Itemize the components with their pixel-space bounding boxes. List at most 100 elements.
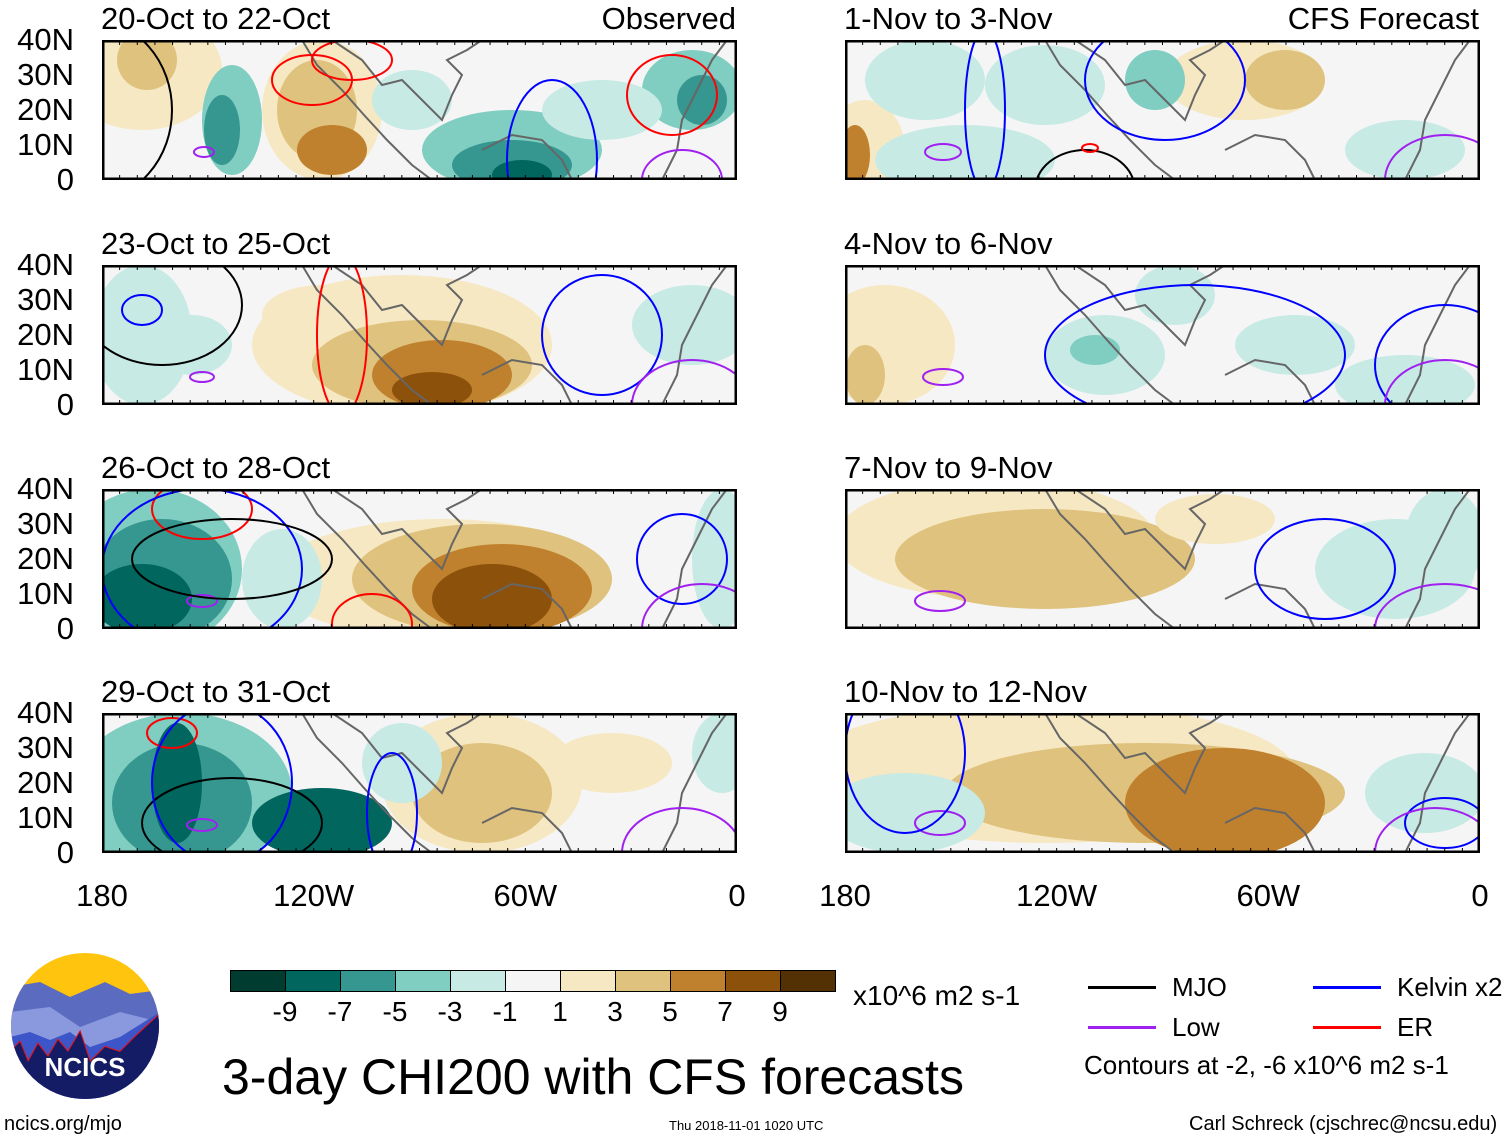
kelvin-contour <box>506 79 598 180</box>
legend-swatch <box>1088 986 1156 989</box>
mjo-contour <box>140 40 173 180</box>
low-contour <box>914 590 966 612</box>
lat-tick-label: 30N <box>17 57 74 92</box>
coastline <box>301 40 728 180</box>
colorbar-swatch <box>395 970 451 992</box>
anomaly-region <box>865 40 985 120</box>
map-panel <box>102 40 737 180</box>
lon-tick-label: 180 <box>76 878 128 913</box>
map-panel <box>845 713 1480 853</box>
map-panel <box>845 489 1480 629</box>
colorbar-tick-label: -1 <box>492 996 518 1027</box>
coastline <box>1044 265 1471 405</box>
anomaly-region <box>204 95 240 165</box>
lat-tick-label: 10N <box>17 800 74 835</box>
er-contour <box>626 54 718 136</box>
er-contour <box>146 717 198 749</box>
figure-title: 3-day CHI200 with CFS forecasts <box>222 1049 964 1105</box>
colorbar-tick-label: 3 <box>607 996 623 1027</box>
colorbar-tick-label: -3 <box>437 996 463 1027</box>
kelvin-contour <box>366 752 418 853</box>
anomaly-region <box>1345 120 1465 180</box>
lat-tick-label: 10N <box>17 352 74 387</box>
ncics-logo: NCICS <box>11 953 159 1099</box>
anomaly-region <box>372 70 452 130</box>
lat-tick-label: 40N <box>17 471 74 506</box>
lat-tick-label: 10N <box>17 576 74 611</box>
legend-label: Kelvin x2 <box>1397 972 1503 1002</box>
lon-tick-label: 0 <box>728 878 746 913</box>
legend-label: ER <box>1397 1012 1434 1042</box>
lon-tick-label: 60W <box>493 878 558 913</box>
colorbar-tick-label: 9 <box>772 996 788 1027</box>
lat-tick-label: 40N <box>17 695 74 730</box>
er-contour <box>151 489 253 540</box>
colorbar-tick-label: 7 <box>717 996 733 1027</box>
coastline <box>301 265 728 405</box>
mjo-contour <box>131 518 333 600</box>
kelvin-contour <box>845 713 966 834</box>
er-contour <box>316 265 368 405</box>
lat-tick-label: 40N <box>17 22 74 57</box>
lat-tick-label: 10N <box>17 127 74 162</box>
panel-title: 29-Oct to 31-Oct <box>101 674 331 709</box>
kelvin-contour <box>636 513 728 605</box>
kelvin-contour <box>1084 40 1246 141</box>
colorbar-swatch <box>285 970 341 992</box>
timestamp: Thu 2018-11-01 1020 UTC <box>669 1118 824 1133</box>
lat-tick-label: 30N <box>17 730 74 765</box>
low-contour <box>641 583 737 629</box>
kelvin-contour <box>964 40 1006 180</box>
coastline <box>301 489 728 629</box>
colorbar-swatch <box>505 970 561 992</box>
legend-swatch <box>1313 1026 1381 1029</box>
lat-tick-label: 20N <box>17 541 74 576</box>
anomaly-region <box>1135 265 1215 325</box>
anomaly-region <box>895 509 1195 609</box>
colorbar-tick-label: -5 <box>382 996 408 1027</box>
anomaly-region <box>392 372 472 405</box>
lat-tick-label: 0 <box>56 387 74 422</box>
colorbar-swatch <box>725 970 781 992</box>
logo-text: NCICS <box>45 1052 126 1082</box>
kelvin-contour <box>121 294 163 326</box>
anomaly-region <box>985 45 1105 125</box>
anomaly-region <box>845 345 885 405</box>
colorbar-tick-label: 1 <box>552 996 568 1027</box>
anomaly-region <box>152 723 202 843</box>
anomaly-region <box>1070 335 1120 365</box>
colorbar-tick-label: 5 <box>662 996 678 1027</box>
anomaly-region <box>242 529 322 629</box>
colorbar-swatch <box>450 970 506 992</box>
units-label: x10^6 m2 s-1 <box>853 980 1021 1011</box>
map-panel <box>845 265 1480 405</box>
anomaly-region <box>297 125 367 175</box>
kelvin-contour <box>541 274 663 396</box>
map-panel <box>845 40 1480 180</box>
mjo-contour <box>102 265 243 366</box>
lon-tick-label: 60W <box>1236 878 1301 913</box>
lat-tick-label: 0 <box>56 611 74 646</box>
coastline <box>1044 489 1471 629</box>
anomaly-region <box>632 285 737 365</box>
lon-tick-label: 120W <box>1016 878 1098 913</box>
legend-label: MJO <box>1172 972 1227 1002</box>
kelvin-contour <box>1254 518 1396 620</box>
low-contour <box>1374 583 1480 629</box>
anomaly-region <box>362 723 442 803</box>
lat-tick-label: 20N <box>17 765 74 800</box>
lat-tick-label: 0 <box>56 835 74 870</box>
source-url[interactable]: ncics.org/mjo <box>4 1113 122 1135</box>
lat-tick-label: 40N <box>17 247 74 282</box>
lon-tick-label: 180 <box>819 878 871 913</box>
anomaly-region <box>117 40 177 90</box>
map-panel <box>102 713 737 853</box>
coastline <box>1044 40 1471 180</box>
low-contour <box>914 810 966 836</box>
panel-title: 7-Nov to 9-Nov <box>844 450 1053 485</box>
lat-tick-label: 20N <box>17 92 74 127</box>
anomaly-region <box>542 80 662 140</box>
anomaly-region <box>845 773 985 853</box>
low-contour <box>189 371 215 383</box>
mjo-contour <box>141 777 323 853</box>
